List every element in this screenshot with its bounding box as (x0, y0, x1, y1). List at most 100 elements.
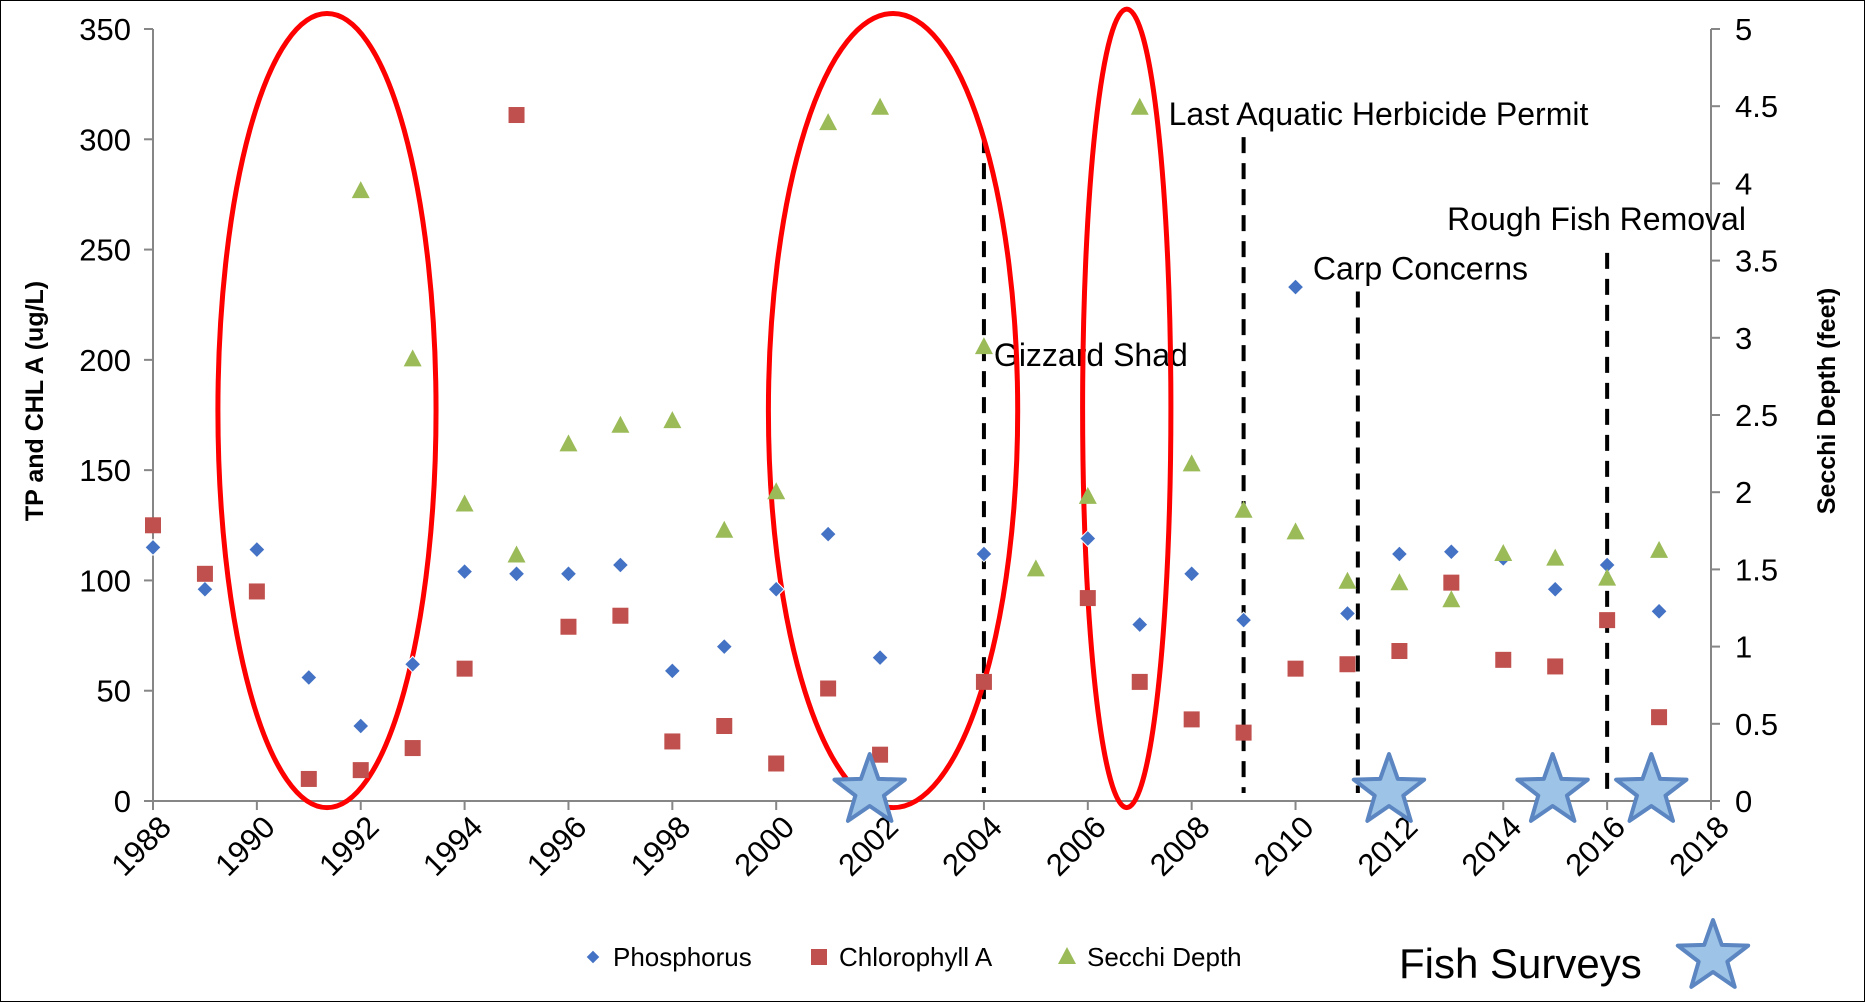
phosphorus-point (1390, 545, 1409, 563)
y-tick-labels: 0 50 100 150 200 250 300 350 (79, 12, 131, 819)
y2-tick-labels: 0 0.5 1 1.5 2 2.5 3 3.5 4 4.5 5 (1735, 12, 1778, 819)
y-tick-label: 300 (79, 122, 131, 157)
event-label: Rough Fish Removal (1447, 201, 1746, 237)
secchi-depth-point (1598, 568, 1617, 586)
chlorophyll-a-point (1183, 711, 1200, 728)
event-label: Last Aquatic Herbicide Permit (1169, 96, 1589, 132)
y2-tick-label: 1.5 (1735, 552, 1778, 587)
event-label: Carp Concerns (1313, 250, 1528, 286)
chlorophyll-a-point (1339, 656, 1356, 673)
phosphorus-point (871, 648, 889, 667)
chlorophyll-a-point (1235, 724, 1252, 741)
chlorophyll-a-point (1131, 673, 1148, 690)
chlorophyll-a-point (612, 607, 629, 624)
secchi-depth-point (507, 545, 526, 563)
phosphorus-point (1131, 615, 1149, 634)
phosphorus-point (1286, 278, 1305, 296)
y-tick-label: 50 (97, 674, 131, 709)
chlorophyll-a-point (1547, 658, 1564, 675)
y2-tick-label: 3 (1735, 321, 1752, 356)
chlorophyll-a-point (456, 660, 473, 677)
fish-survey-star (1515, 752, 1590, 823)
legend-marker (1058, 947, 1076, 964)
legend-label: Secchi Depth (1087, 942, 1242, 972)
secchi-depth-point (1390, 573, 1409, 591)
secchi-depth-point (1338, 571, 1357, 589)
x-tick-label: 1990 (208, 809, 282, 883)
secchi-depth-point (1650, 540, 1669, 558)
phosphorus-point (559, 565, 578, 583)
secchi-depth-point (559, 434, 578, 452)
highlight-ellipse (1080, 6, 1174, 811)
legend-marker (585, 949, 601, 965)
secchi-depth-point (1546, 548, 1565, 566)
chlorophyll-a-point (1651, 709, 1668, 726)
fish-survey-star (1351, 752, 1427, 823)
phosphorus-point (352, 717, 370, 735)
y2-tick-label: 0 (1735, 784, 1752, 819)
event-label: Gizzard Shad (994, 337, 1188, 373)
fish-surveys-legend-label: Fish Surveys (1399, 940, 1642, 987)
y-tick-label: 150 (79, 453, 131, 488)
chlorophyll-a-point (404, 740, 421, 757)
secchi-depth-point (611, 415, 630, 433)
x-tick-label: 1992 (312, 809, 386, 883)
chlorophyll-a-point (664, 733, 681, 750)
phosphorus-point (403, 655, 422, 673)
phosphorus-point (975, 545, 993, 563)
y-tick-label: 100 (79, 563, 131, 598)
phosphorus-point (715, 637, 733, 656)
y2-tick-label: 5 (1735, 12, 1752, 47)
y-tick-label: 200 (79, 343, 131, 378)
secchi-depth-point (767, 482, 786, 500)
chlorophyll-a-point (560, 618, 577, 635)
chlorophyll-a-point (145, 517, 161, 534)
chlorophyll-a-point (196, 565, 213, 582)
chlorophyll-a-point (1443, 574, 1460, 591)
chlorophyll-a-point (248, 583, 265, 600)
highlight-ellipse (765, 11, 1021, 811)
fish-survey-star (1614, 752, 1689, 823)
secchi-depth-point (715, 520, 734, 538)
phosphorus-point (1338, 604, 1357, 623)
phosphorus-point (248, 540, 266, 559)
x-tick-label: 1988 (104, 809, 178, 883)
chlorophyll-a-point (1391, 643, 1408, 660)
secchi-depth-point (1078, 486, 1097, 504)
y2-tick-label: 1 (1735, 630, 1752, 665)
phosphorus-point (1079, 529, 1097, 548)
chlorophyll-a-point (1079, 590, 1096, 607)
chlorophyll-a-point (820, 680, 837, 697)
x-tick-label: 2000 (728, 809, 802, 883)
legend: Phosphorus Chlorophyll A Secchi Depth Fish … (585, 918, 1751, 989)
x-tick-label: 2008 (1143, 809, 1217, 883)
phosphorus-point (196, 580, 214, 598)
chlorophyll-a-point (975, 673, 992, 690)
chlorophyll-a-point (768, 755, 785, 772)
chlorophyll-a-point (872, 746, 889, 763)
legend-label: Chlorophyll A (839, 942, 993, 972)
chlorophyll-a-point (508, 107, 525, 124)
x-tick-label: 2010 (1247, 809, 1321, 883)
x-tick-label: 1996 (520, 809, 594, 883)
secchi-depth-point (1182, 454, 1201, 472)
phosphorus-point (1650, 602, 1668, 621)
x-tick-labels: 1988 1990 1992 1994 1996 1998 2000 2002 2004 2006… (104, 809, 1736, 883)
chlorophyll-a-point (716, 718, 733, 735)
secchi-depth-point (351, 181, 370, 199)
phosphorus-point (1234, 611, 1253, 629)
y-tick-label: 250 (79, 233, 131, 268)
secchi-depth-point (403, 349, 422, 367)
x-tick-label: 2014 (1455, 809, 1529, 883)
legend-label: Phosphorus (613, 942, 752, 972)
secchi-depth-point (1130, 97, 1149, 115)
y2-tick-label: 3.5 (1735, 244, 1778, 279)
x-tick-label: 2012 (1351, 809, 1425, 883)
phosphorus-point (507, 565, 526, 583)
chlorophyll-a-point (1599, 612, 1616, 629)
phosphorus-point (455, 562, 474, 581)
phosphorus-point (1442, 543, 1461, 561)
chlorophyll-a-point (352, 762, 369, 779)
y2-tick-label: 0.5 (1735, 707, 1778, 742)
